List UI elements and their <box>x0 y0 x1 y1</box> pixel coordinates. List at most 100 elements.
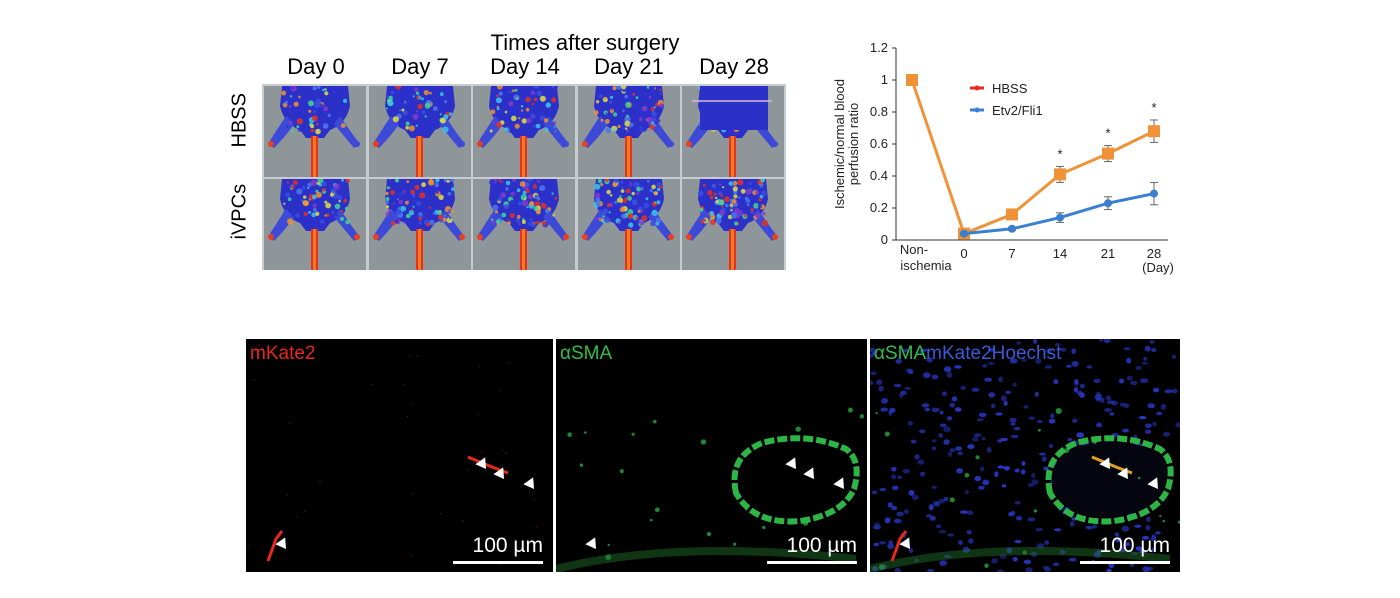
nucleus-dot <box>1010 434 1019 439</box>
y-tick-label: 0 <box>881 232 888 247</box>
arrowhead-marker <box>899 537 910 549</box>
nucleus-dot <box>967 444 975 450</box>
data-point <box>1056 213 1064 222</box>
y-tick-label: 0.4 <box>870 168 888 183</box>
arrowhead-marker <box>803 467 814 479</box>
nucleus-dot <box>1155 531 1161 535</box>
nucleus-dot <box>1156 411 1163 416</box>
nucleus-dot <box>1138 416 1147 420</box>
nucleus-dot <box>979 466 985 472</box>
signal-dot <box>505 452 507 454</box>
nucleus-dot <box>931 407 940 413</box>
nucleus-dot <box>943 426 951 433</box>
nucleus-dot <box>1001 484 1007 488</box>
nucleus-dot <box>897 475 902 479</box>
day-label: Day 21 <box>594 54 664 79</box>
mouse-silhouette <box>686 179 778 270</box>
nucleus-dot <box>1175 422 1180 428</box>
nucleus-dot <box>1044 540 1050 545</box>
asma-signal <box>584 431 587 434</box>
nucleus-dot <box>982 364 988 368</box>
nucleus-dot <box>1085 525 1092 530</box>
x-tick-label: ischemia <box>900 258 952 273</box>
nucleus-dot <box>908 490 915 496</box>
nucleus-dot <box>939 423 947 428</box>
scale-bar <box>767 561 857 564</box>
arrowhead-marker <box>785 457 796 469</box>
nucleus-dot <box>1125 360 1132 364</box>
scale-bar-label: 100 µm <box>1099 534 1170 557</box>
nucleus-dot <box>1143 356 1148 361</box>
y-tick-label: 0.8 <box>870 104 888 119</box>
legend-marker <box>974 85 980 91</box>
nucleus-dot <box>1021 461 1026 466</box>
data-point <box>1008 224 1016 233</box>
nucleus-dot <box>954 407 962 412</box>
nucleus-dot <box>870 380 874 385</box>
nucleus-dot <box>919 429 926 434</box>
nucleus-dot <box>932 501 939 506</box>
nucleus-dot <box>951 396 958 402</box>
day-label: Day 14 <box>490 54 560 79</box>
nucleus-dot <box>1044 365 1052 369</box>
nucleus-dot <box>1032 339 1038 344</box>
nucleus-dot <box>978 485 985 490</box>
mouse-silhouette <box>372 179 465 270</box>
nucleus-dot <box>917 459 925 465</box>
nucleus-dot <box>874 522 881 526</box>
nucleus-dot <box>936 524 942 529</box>
asma-signal <box>875 411 878 415</box>
arrowhead-marker <box>585 537 596 549</box>
mouse-silhouette <box>268 86 360 177</box>
nucleus-dot <box>1118 378 1125 384</box>
nucleus-dot <box>911 494 919 501</box>
nucleus-dot <box>1034 391 1039 397</box>
asma-signal <box>762 525 766 530</box>
nucleus-dot <box>1045 348 1053 354</box>
nucleus-dot <box>1141 535 1150 540</box>
channel-label-part: Hoechst <box>991 343 1062 364</box>
nucleus-dot <box>1012 556 1018 562</box>
nucleus-dot <box>954 365 962 369</box>
nucleus-dot <box>1123 542 1131 547</box>
laser-doppler-image <box>473 179 575 270</box>
nucleus-dot <box>907 369 914 375</box>
group-label-ivpcs: iVPCs <box>228 183 251 240</box>
x-tick-label: (Day) <box>1142 260 1174 275</box>
nucleus-dot <box>896 511 904 517</box>
asma-signal <box>803 520 809 526</box>
day-label: Day 7 <box>391 54 449 79</box>
arrowhead-marker <box>475 457 486 469</box>
nucleus-dot <box>947 533 955 537</box>
signal-dot <box>288 422 291 425</box>
asma-signal <box>607 543 610 547</box>
mouse-silhouette <box>372 86 465 177</box>
nucleus-dot <box>1042 565 1049 570</box>
nucleus-dot <box>991 403 996 409</box>
nucleus-dot <box>1150 536 1157 542</box>
panel-a-title: Times after surgery <box>490 30 680 55</box>
arrowhead-marker <box>275 537 286 549</box>
nucleus-dot <box>960 510 968 514</box>
nucleus-dot <box>1000 395 1007 402</box>
nucleus-dot <box>924 407 931 412</box>
nucleus-dot <box>1095 397 1101 402</box>
data-point <box>1150 189 1158 198</box>
x-tick-label: 21 <box>1101 246 1115 261</box>
nucleus-dot <box>964 490 969 495</box>
channel-label: αSMAmKate2Hoechst <box>874 343 1061 365</box>
nucleus-dot <box>900 390 907 396</box>
signal-dot <box>303 510 306 512</box>
asma-signal <box>567 432 572 437</box>
nucleus-dot <box>1003 466 1011 471</box>
nucleus-dot <box>923 372 931 379</box>
asma-signal <box>949 497 955 503</box>
channel-label-part: mKate2 <box>250 343 316 364</box>
nucleus-dot <box>1060 347 1067 352</box>
signal-dot <box>477 413 480 416</box>
nucleus-dot <box>1123 347 1131 351</box>
mouse-silhouette <box>268 179 360 270</box>
nucleus-dot <box>1041 456 1047 462</box>
laser-doppler-image <box>368 86 471 177</box>
arrowhead-marker <box>1147 477 1158 489</box>
